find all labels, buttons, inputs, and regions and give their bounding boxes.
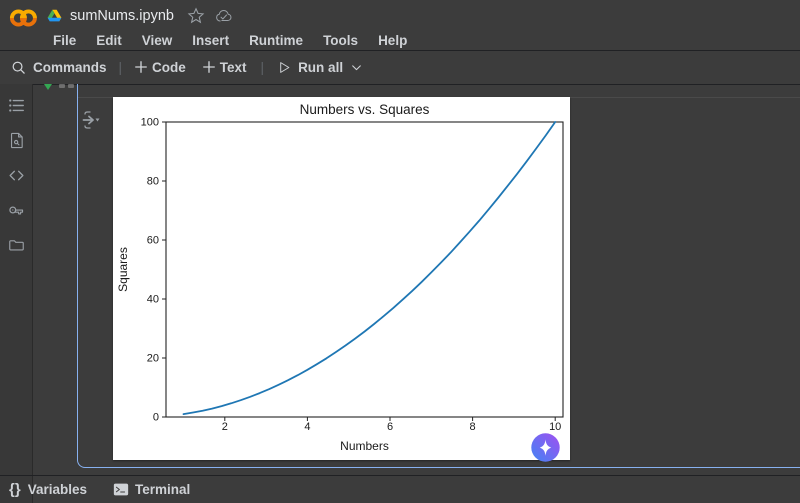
svg-text:10: 10: [549, 421, 561, 433]
svg-text:0: 0: [153, 412, 159, 424]
svg-text:8: 8: [470, 421, 476, 433]
svg-text:4: 4: [304, 421, 310, 433]
svg-text:60: 60: [147, 235, 159, 247]
svg-text:Numbers: Numbers: [340, 439, 389, 453]
svg-text:40: 40: [147, 294, 159, 306]
svg-text:20: 20: [147, 353, 159, 365]
svg-text:80: 80: [147, 176, 159, 188]
svg-text:Numbers vs. Squares: Numbers vs. Squares: [300, 102, 430, 117]
svg-text:6: 6: [387, 421, 393, 433]
svg-text:2: 2: [222, 421, 228, 433]
svg-text:Squares: Squares: [116, 247, 130, 292]
svg-text:100: 100: [141, 117, 159, 129]
